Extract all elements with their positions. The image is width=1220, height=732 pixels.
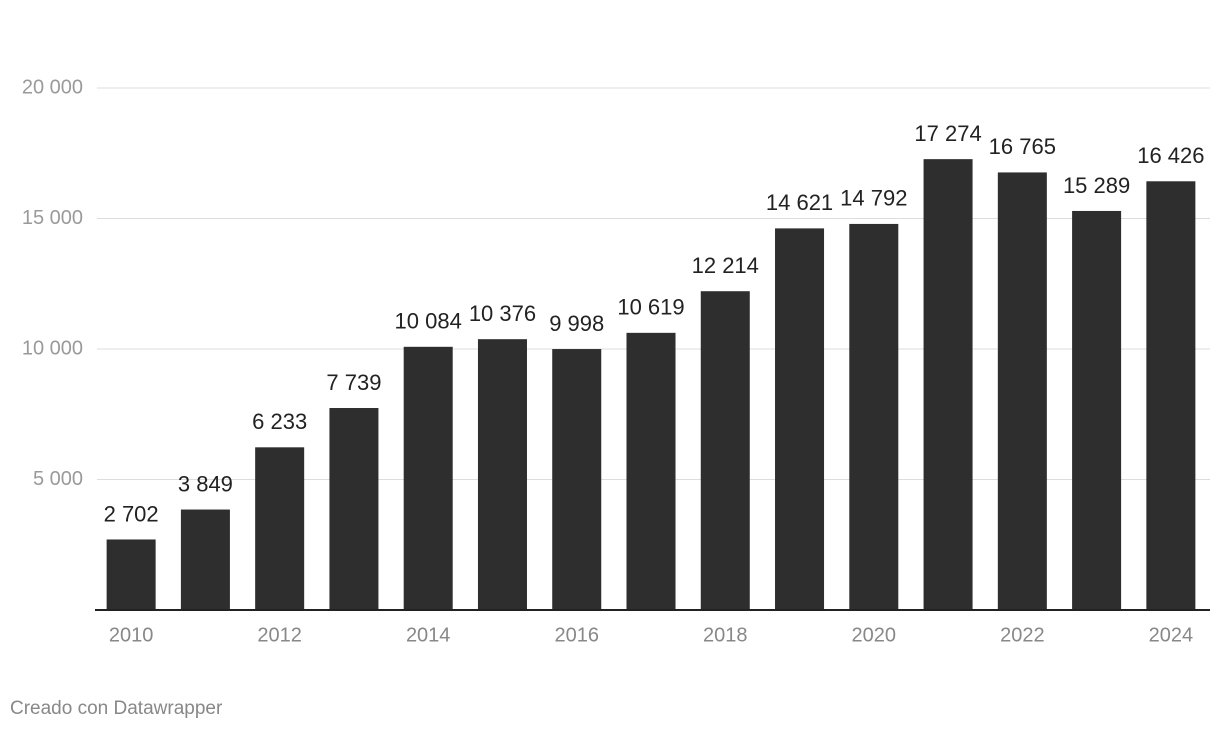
value-label: 6 233	[252, 409, 307, 434]
value-label: 17 274	[914, 121, 981, 146]
y-tick-label: 5 000	[33, 468, 83, 490]
value-label: 12 214	[692, 253, 759, 278]
bar	[700, 291, 750, 610]
x-tick-label: 2016	[554, 624, 599, 646]
bar	[329, 408, 379, 610]
x-tick-label: 2010	[109, 624, 154, 646]
bar	[403, 346, 453, 610]
bar	[626, 332, 676, 610]
value-label: 9 998	[549, 311, 604, 336]
y-tick-label: 15 000	[22, 207, 83, 229]
value-label: 16 426	[1137, 143, 1204, 168]
x-tick-label: 2018	[703, 624, 748, 646]
value-label: 3 849	[178, 471, 233, 496]
bar	[1072, 210, 1122, 611]
value-label: 10 084	[395, 309, 462, 334]
x-tick-label: 2014	[406, 624, 451, 646]
value-label: 15 289	[1063, 173, 1130, 198]
value-label: 7 739	[326, 370, 381, 395]
bar	[775, 228, 825, 610]
bar	[477, 339, 527, 610]
value-label: 14 792	[840, 186, 907, 211]
bar	[997, 172, 1047, 610]
value-label: 2 702	[104, 501, 159, 526]
x-tick-label: 2020	[852, 624, 897, 646]
value-label: 14 621	[766, 190, 833, 215]
bar	[849, 223, 899, 610]
x-tick-label: 2012	[257, 624, 302, 646]
y-tick-label: 10 000	[22, 337, 83, 359]
bar	[923, 159, 973, 610]
credit: Creado con Datawrapper	[10, 698, 223, 719]
value-label: 10 376	[469, 301, 536, 326]
bar	[106, 539, 156, 610]
value-label: 16 765	[989, 134, 1056, 159]
x-tick-label: 2024	[1149, 624, 1194, 646]
bar	[552, 349, 602, 610]
y-tick-label: 20 000	[22, 76, 83, 98]
bar	[1146, 181, 1196, 610]
bar	[255, 447, 305, 610]
value-label: 10 619	[617, 295, 684, 320]
bar	[180, 509, 230, 610]
x-tick-label: 2022	[1000, 624, 1045, 646]
